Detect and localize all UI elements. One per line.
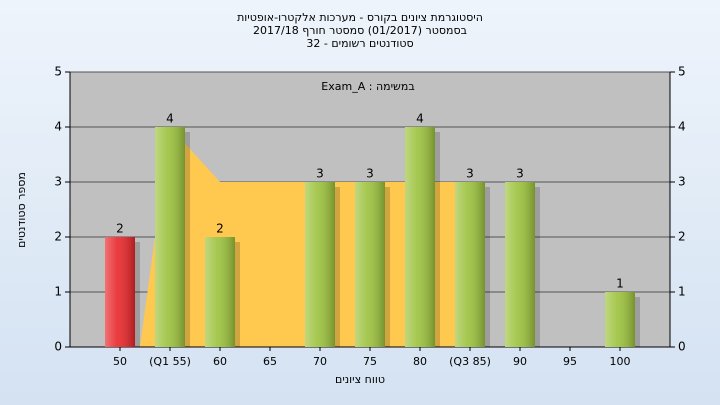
data-label: 3 — [316, 167, 324, 181]
y-tick-label: 3 — [678, 175, 686, 189]
x-tick-label: 95 — [563, 355, 577, 368]
bar-highlight — [405, 127, 435, 347]
x-tick-label: (Q1 55) — [149, 355, 191, 368]
data-label: 3 — [516, 167, 524, 181]
y-tick-label: 2 — [678, 230, 686, 244]
x-axis-label: טווח ציונים — [335, 373, 385, 386]
y-tick-label: 3 — [54, 175, 62, 189]
y-tick-label: 0 — [54, 340, 62, 354]
bar-highlight — [355, 182, 385, 347]
y-tick-label: 1 — [54, 285, 62, 299]
y-tick-label: 5 — [678, 65, 686, 79]
data-label: 2 — [116, 222, 124, 236]
bar-highlight — [155, 127, 185, 347]
bar-highlight — [105, 237, 135, 347]
chart-subtitle: 32 - סטודנטים רשומים — [306, 37, 413, 50]
y-tick-label: 4 — [678, 120, 686, 134]
x-tick-label: 65 — [263, 355, 277, 368]
x-tick-label: 100 — [610, 355, 631, 368]
y-tick-label: 5 — [54, 65, 62, 79]
chart-title: היסטוגרמת ציונים בקורס - מערכות אלקטרו-א… — [237, 11, 483, 24]
data-label: 4 — [416, 112, 424, 126]
y-tick-label: 0 — [678, 340, 686, 354]
y-tick-label: 4 — [54, 120, 62, 134]
x-tick-label: 80 — [413, 355, 427, 368]
bar-highlight — [455, 182, 485, 347]
data-label: 1 — [616, 277, 624, 291]
y-tick-label: 2 — [54, 230, 62, 244]
data-label: 2 — [216, 222, 224, 236]
x-tick-label: (Q3 85) — [449, 355, 491, 368]
chart-subtitle: בסמסטר (01/2017) סמסטר חורף 2017/18 — [253, 24, 467, 37]
y-tick-label: 1 — [678, 285, 686, 299]
data-label: 3 — [366, 167, 374, 181]
x-tick-label: 90 — [513, 355, 527, 368]
bar-highlight — [205, 237, 235, 347]
x-tick-label: 50 — [113, 355, 127, 368]
bar-highlight — [505, 182, 535, 347]
data-label: 4 — [166, 112, 174, 126]
x-tick-label: 70 — [313, 355, 327, 368]
annotation: Exam_A : במשימה — [321, 80, 414, 93]
y-axis-label: מספר סטודנטים — [15, 172, 28, 248]
x-tick-label: 60 — [213, 355, 227, 368]
x-tick-label: 75 — [363, 355, 377, 368]
data-label: 3 — [466, 167, 474, 181]
bar-highlight — [305, 182, 335, 347]
bar-highlight — [605, 292, 635, 347]
